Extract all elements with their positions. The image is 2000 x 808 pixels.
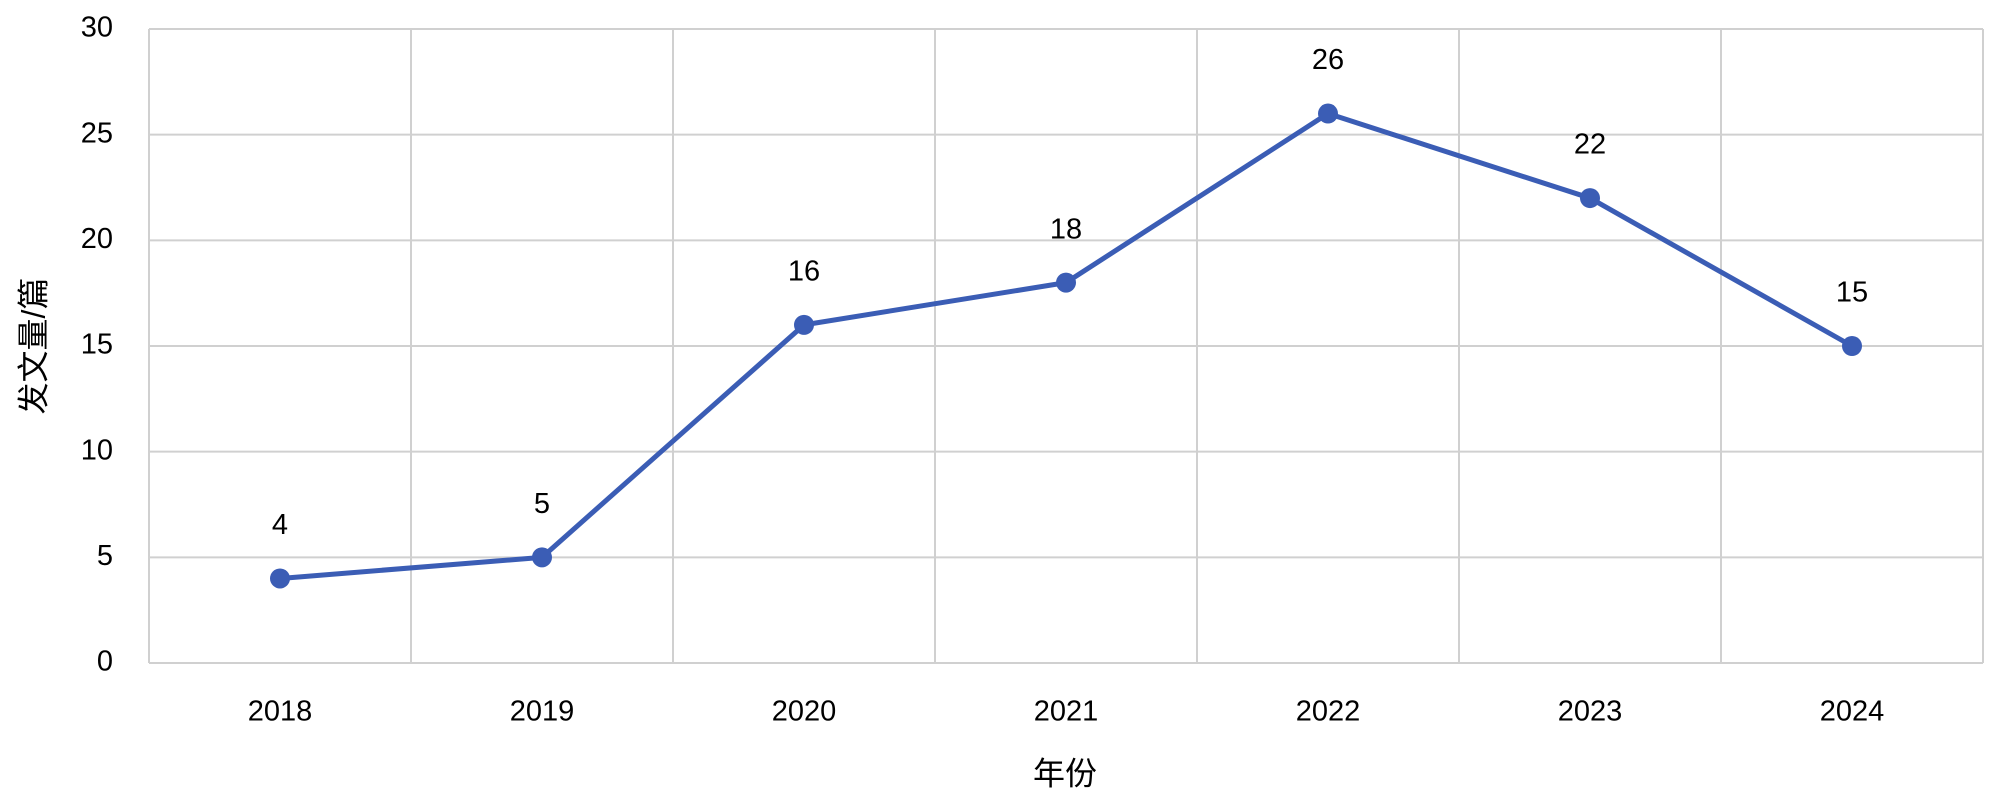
x-tick-label: 2019	[510, 696, 575, 728]
y-tick-label: 25	[81, 117, 113, 149]
y-tick-label: 0	[97, 646, 113, 678]
x-tick-label: 2024	[1820, 696, 1885, 728]
data-point	[1580, 188, 1600, 209]
data-label: 18	[1050, 213, 1082, 245]
data-label: 15	[1836, 277, 1868, 309]
y-tick-label: 5	[97, 540, 113, 572]
x-tick-label: 2018	[248, 696, 313, 728]
data-point	[794, 314, 814, 335]
data-point	[1318, 103, 1338, 124]
y-tick-label: 20	[81, 223, 113, 255]
data-label: 16	[788, 256, 820, 288]
x-tick-label: 2023	[1558, 696, 1623, 728]
data-point	[270, 568, 290, 589]
data-label: 4	[272, 509, 288, 541]
data-label: 22	[1574, 129, 1606, 161]
y-axis-label: 发文量/篇	[15, 278, 51, 415]
data-label: 26	[1312, 44, 1344, 76]
x-tick-label: 2020	[772, 696, 837, 728]
y-tick-label: 10	[81, 434, 113, 466]
data-point	[532, 547, 552, 568]
data-point	[1056, 272, 1076, 293]
x-axis-label: 年份	[1033, 755, 1097, 791]
y-tick-label: 30	[81, 12, 113, 44]
data-label: 5	[534, 488, 550, 520]
y-tick-label: 15	[81, 329, 113, 361]
x-tick-label: 2021	[1034, 696, 1099, 728]
x-tick-label: 2022	[1296, 696, 1361, 728]
data-point	[1842, 336, 1862, 356]
